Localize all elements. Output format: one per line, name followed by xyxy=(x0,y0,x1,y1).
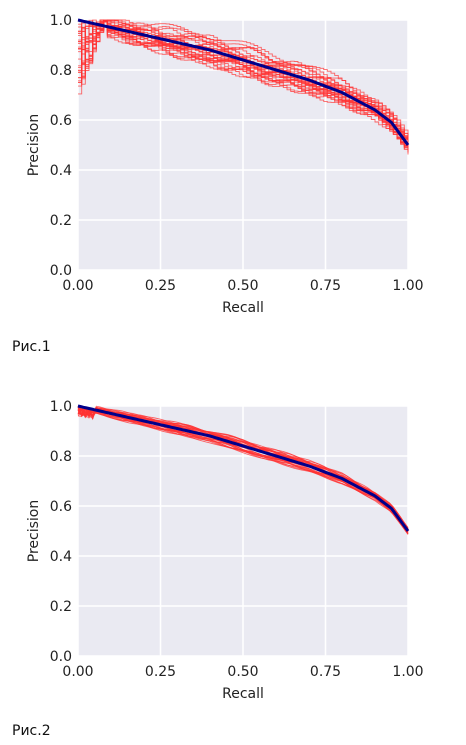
x-tick-label: 1.00 xyxy=(392,278,423,294)
y-tick-label: 0.8 xyxy=(50,449,72,465)
x-tick-label: 0.25 xyxy=(145,278,176,294)
y-tick-label: 0.6 xyxy=(50,499,72,515)
y-tick-label: 0.0 xyxy=(50,649,72,665)
y-tick-label: 0.2 xyxy=(50,213,72,229)
chart-2: 0.00 0.25 0.50 0.75 1.00 0.0 0.2 0.4 0.6 0.8 1.0 Re… xyxy=(26,399,424,702)
x-tick-label: 0.50 xyxy=(227,278,258,294)
x-tick-label: 0.00 xyxy=(62,664,93,680)
chart-1: 0.00 0.25 0.50 0.75 1.00 0.0 0.2 0.4 0.6 0.8 1.0 Re… xyxy=(26,13,424,316)
y-tick-label: 0.0 xyxy=(50,263,72,279)
pr-curve-fold xyxy=(77,409,409,533)
pr-curve-fold xyxy=(78,20,409,149)
x-tick-label: 0.75 xyxy=(310,664,341,680)
pr-curve-fold xyxy=(78,19,409,136)
x-tick-label: 0.25 xyxy=(145,664,176,680)
x-tick-label: 0.50 xyxy=(227,664,258,680)
x-tick-label: 0.75 xyxy=(310,278,341,294)
y-tick-label: 1.0 xyxy=(50,13,72,29)
mean-pr-curve xyxy=(77,404,410,532)
figure-caption-1: Рис.1 xyxy=(12,339,51,355)
pr-curve-fold xyxy=(78,21,409,153)
figure-caption-2: Рис.2 xyxy=(12,723,51,739)
y-tick-label: 0.4 xyxy=(50,163,72,179)
y-axis-label: Precision xyxy=(26,114,42,176)
y-tick-label: 1.0 xyxy=(50,399,72,415)
x-tick-label: 1.00 xyxy=(392,664,423,680)
y-tick-label: 0.8 xyxy=(50,63,72,79)
x-axis-label: Recall xyxy=(222,686,264,702)
y-tick-label: 0.4 xyxy=(50,549,72,565)
y-tick-label: 0.6 xyxy=(50,113,72,129)
y-axis-label: Precision xyxy=(26,500,42,562)
x-axis-label: Recall xyxy=(222,300,264,316)
mean-pr-curve xyxy=(77,18,410,146)
y-tick-label: 0.2 xyxy=(50,599,72,615)
pr-curve-fold xyxy=(78,19,409,144)
x-tick-label: 0.00 xyxy=(62,278,93,294)
